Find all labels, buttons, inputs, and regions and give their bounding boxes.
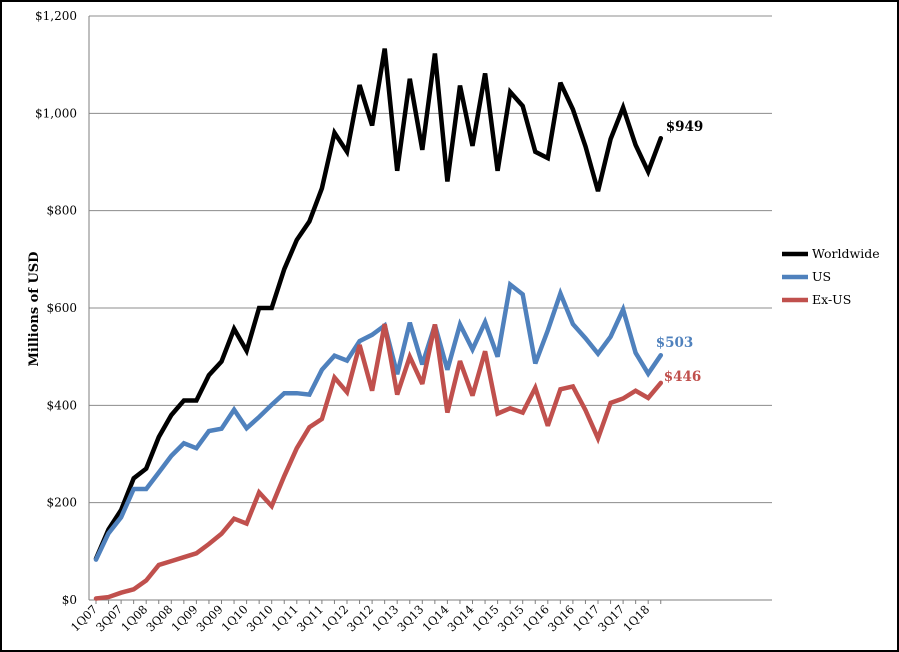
- series-line-ex-us: [93, 323, 664, 601]
- y-tick-label: $800: [46, 204, 77, 218]
- end-label-worldwide: $949: [666, 119, 704, 135]
- y-tick-labels: $0 $200 $400 $600 $800 $1,000 $1,200: [35, 9, 77, 607]
- y-tick-label: $400: [46, 398, 77, 412]
- legend-label: Ex-US: [812, 292, 851, 307]
- series-line-worldwide: [93, 48, 664, 561]
- y-tick-label: $1,000: [35, 106, 77, 120]
- y-tick-label: $200: [46, 496, 77, 510]
- y-tick-label: $600: [46, 301, 77, 315]
- y-axis-label: Millions of USD: [27, 252, 42, 367]
- y-tick-label: $1,200: [35, 9, 77, 23]
- legend-label: US: [812, 269, 831, 284]
- axes: [88, 16, 772, 604]
- y-tick-label: $0: [62, 593, 77, 607]
- end-label-ex-us: $446: [664, 369, 702, 385]
- legend-label: Worldwide: [812, 246, 880, 261]
- series-line-us: [93, 280, 664, 562]
- end-label-us: $503: [656, 335, 694, 351]
- end-labels: $949 $503 $446: [656, 119, 704, 385]
- gridlines: [89, 15, 772, 504]
- series-lines: [93, 48, 664, 601]
- legend: Worldwide US Ex-US: [782, 246, 880, 307]
